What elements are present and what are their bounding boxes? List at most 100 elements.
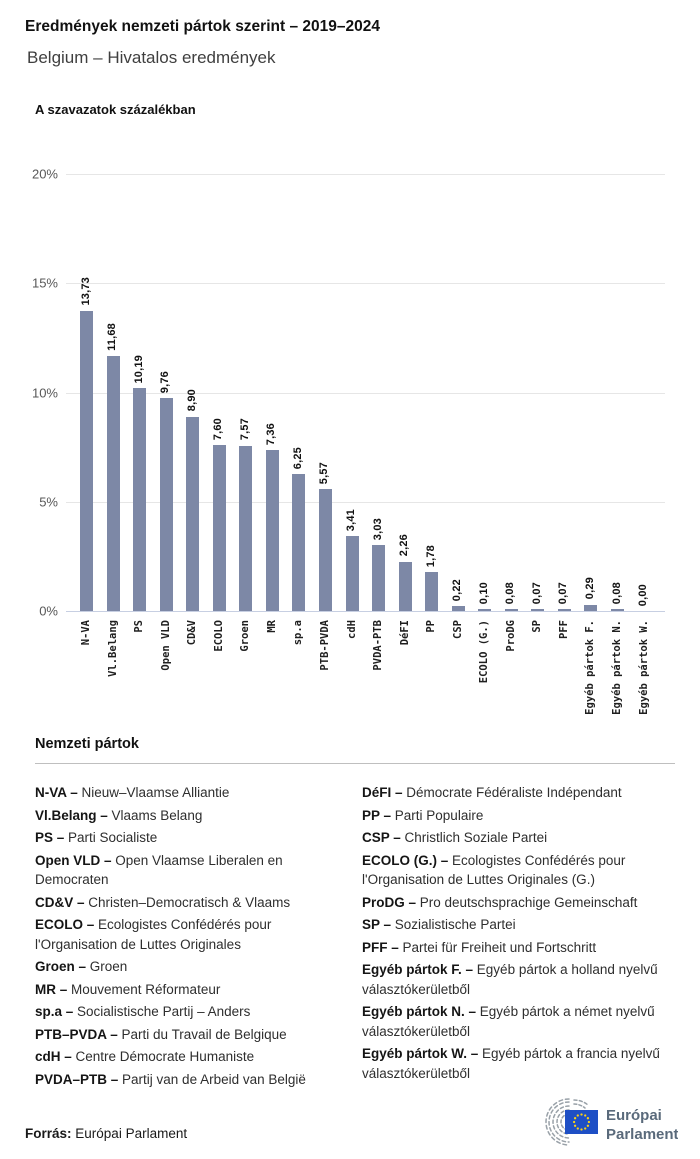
- x-axis-label: Open VLD: [159, 620, 172, 671]
- bar: [239, 445, 253, 611]
- x-axis-label: sp.a: [292, 620, 305, 646]
- bar: [318, 489, 332, 611]
- legend-heading: Nemzeti pártok: [35, 736, 139, 752]
- gridline-10%: [66, 392, 665, 394]
- bar-value-label: 3,41: [345, 509, 357, 532]
- x-axis-label: CD&V: [186, 620, 199, 646]
- y-axis-tick: 10%: [31, 385, 58, 400]
- legend-entry: PFF – Partei für Freiheit und Fortschrit…: [362, 939, 597, 955]
- x-axis-label: ECOLO (G.): [478, 620, 491, 684]
- bar: [159, 397, 173, 611]
- chart-title: A szavazatok százalékban: [35, 102, 196, 117]
- bar-value-label: 9,76: [159, 370, 172, 393]
- legend-columns: N-VA – Nieuw–Vlaamse Alliantie Vl.Belang …: [35, 783, 675, 1092]
- bar: [265, 450, 279, 611]
- legend-entry: N-VA – Nieuw–Vlaamse Alliantie: [35, 785, 230, 800]
- bar: [531, 609, 545, 611]
- bar: [133, 388, 147, 611]
- legend-entry: Open VLD – Open Vlaamse Liberalen en Dem…: [35, 852, 283, 888]
- bar-value-label: 10,19: [132, 354, 145, 384]
- x-axis-label: Vl.Belang: [106, 620, 119, 677]
- eu-parliament-logo: Európai Parlament: [545, 1098, 678, 1146]
- legend-entry: PTB–PVDA – Parti du Travail de Belgique: [35, 1026, 287, 1042]
- bar: [106, 355, 120, 611]
- legend-column-1: N-VA – Nieuw–Vlaamse Alliantie Vl.Belang …: [35, 783, 325, 1092]
- x-axis-label: PS: [133, 620, 146, 633]
- y-axis-tick: 5%: [39, 494, 58, 510]
- bar-value-label: 13,73: [79, 277, 92, 306]
- legend-column-2: DéFI – Démocrate Fédéraliste Indépendant…: [362, 783, 675, 1092]
- gridline-5%: [66, 501, 665, 503]
- bar-value-label: 11,68: [106, 322, 119, 351]
- x-axis-label: Egyéb pártok W.: [637, 620, 650, 715]
- page-title: Eredmények nemzeti pártok szerint – 2019…: [25, 18, 380, 35]
- bar: [611, 609, 624, 611]
- bar: [478, 608, 492, 611]
- bar-value-label: 0,00: [637, 583, 650, 606]
- source-note: Forrás: Európai Parlament: [25, 1126, 187, 1141]
- bar-value-label: 0,10: [477, 581, 490, 604]
- bar-value-label: 0,07: [530, 582, 543, 605]
- bar-value-label: 0,29: [583, 577, 596, 600]
- x-axis-label: Egyéb pártok F.: [584, 620, 597, 715]
- bar: [186, 416, 200, 611]
- x-axis-label: MR: [265, 620, 278, 633]
- gridline-0%: [66, 611, 665, 612]
- legend-entry: PVDA–PTB – Partij van de Arbeid van Belg…: [35, 1071, 306, 1087]
- bar-value-label: 7,57: [238, 418, 251, 441]
- bar: [584, 604, 598, 611]
- legend-section: Nemzeti pártok N-VA – Nieuw–Vlaamse Alli…: [35, 736, 675, 1092]
- bar-value-label: 0,08: [610, 582, 623, 605]
- y-axis-tick: 20%: [31, 166, 58, 182]
- x-axis-label: SP: [531, 620, 544, 633]
- legend-entry: MR – Mouvement Réformateur: [35, 981, 221, 997]
- legend-entry: PP – Parti Populaire: [362, 807, 484, 823]
- bar: [212, 444, 226, 611]
- bar: [451, 606, 465, 611]
- bar: [345, 536, 359, 611]
- logo-text-line2: Parlament: [606, 1126, 678, 1143]
- x-axis-label: PFF: [557, 620, 570, 639]
- legend-entry: Vl.Belang – Vlaams Belang: [35, 807, 203, 823]
- page-subtitle: Belgium – Hivatalos eredmények: [27, 48, 276, 67]
- bar-value-label: 6,25: [291, 447, 304, 470]
- x-axis-label: PTB-PVDA: [318, 620, 331, 671]
- bar-value-label: 7,60: [212, 417, 225, 440]
- bar-value-label: 0,22: [451, 578, 464, 602]
- x-axis-label: N-VA: [80, 620, 92, 646]
- legend-entry: Egyéb pártok W. – Egyéb pártok a francia…: [362, 1046, 660, 1081]
- bar-value-label: 0,08: [504, 582, 517, 605]
- x-axis-label: cdH: [345, 620, 358, 639]
- x-axis-label: CSP: [451, 620, 464, 639]
- gridline-20%: [66, 174, 665, 175]
- x-axis-label: DéFI: [398, 620, 411, 646]
- bar: [504, 609, 518, 611]
- y-axis-tick: 15%: [31, 275, 58, 291]
- bar-value-label: 5,57: [318, 462, 331, 485]
- legend-entry: Egyéb pártok N. – Egyéb pártok a német n…: [362, 1004, 655, 1039]
- legend-entry: ECOLO (G.) – Ecologistes Confédérés pour…: [362, 852, 626, 888]
- bar: [557, 609, 571, 611]
- logo-text-line1: Európai: [606, 1107, 662, 1124]
- bar: [425, 572, 439, 611]
- bar: [372, 544, 386, 611]
- bar: [398, 561, 412, 611]
- x-axis-label: ProDG: [504, 620, 517, 652]
- x-axis-label: PVDA-PTB: [372, 620, 385, 671]
- legend-entry: Groen – Groen: [35, 959, 128, 974]
- x-axis-label: Egyéb pártok N.: [611, 620, 623, 715]
- x-axis-label: PP: [425, 620, 438, 633]
- legend-entry: Egyéb pártok F. – Egyéb pártok a holland…: [362, 962, 658, 997]
- legend-entry: SP – Sozialistische Partei: [362, 917, 516, 932]
- source-label: Forrás:: [25, 1126, 72, 1141]
- bar-value-label: 0,07: [557, 582, 570, 605]
- eu-flag-icon: [565, 1110, 598, 1134]
- legend-entry: CSP – Christlich Soziale Partei: [362, 830, 548, 845]
- gridline-15%: [66, 283, 665, 285]
- bar: [80, 310, 93, 611]
- bar-value-label: 3,03: [371, 517, 384, 540]
- legend-divider: [35, 763, 675, 764]
- bar-value-label: 1,78: [424, 544, 437, 568]
- legend-entry: PS – Parti Socialiste: [35, 830, 158, 845]
